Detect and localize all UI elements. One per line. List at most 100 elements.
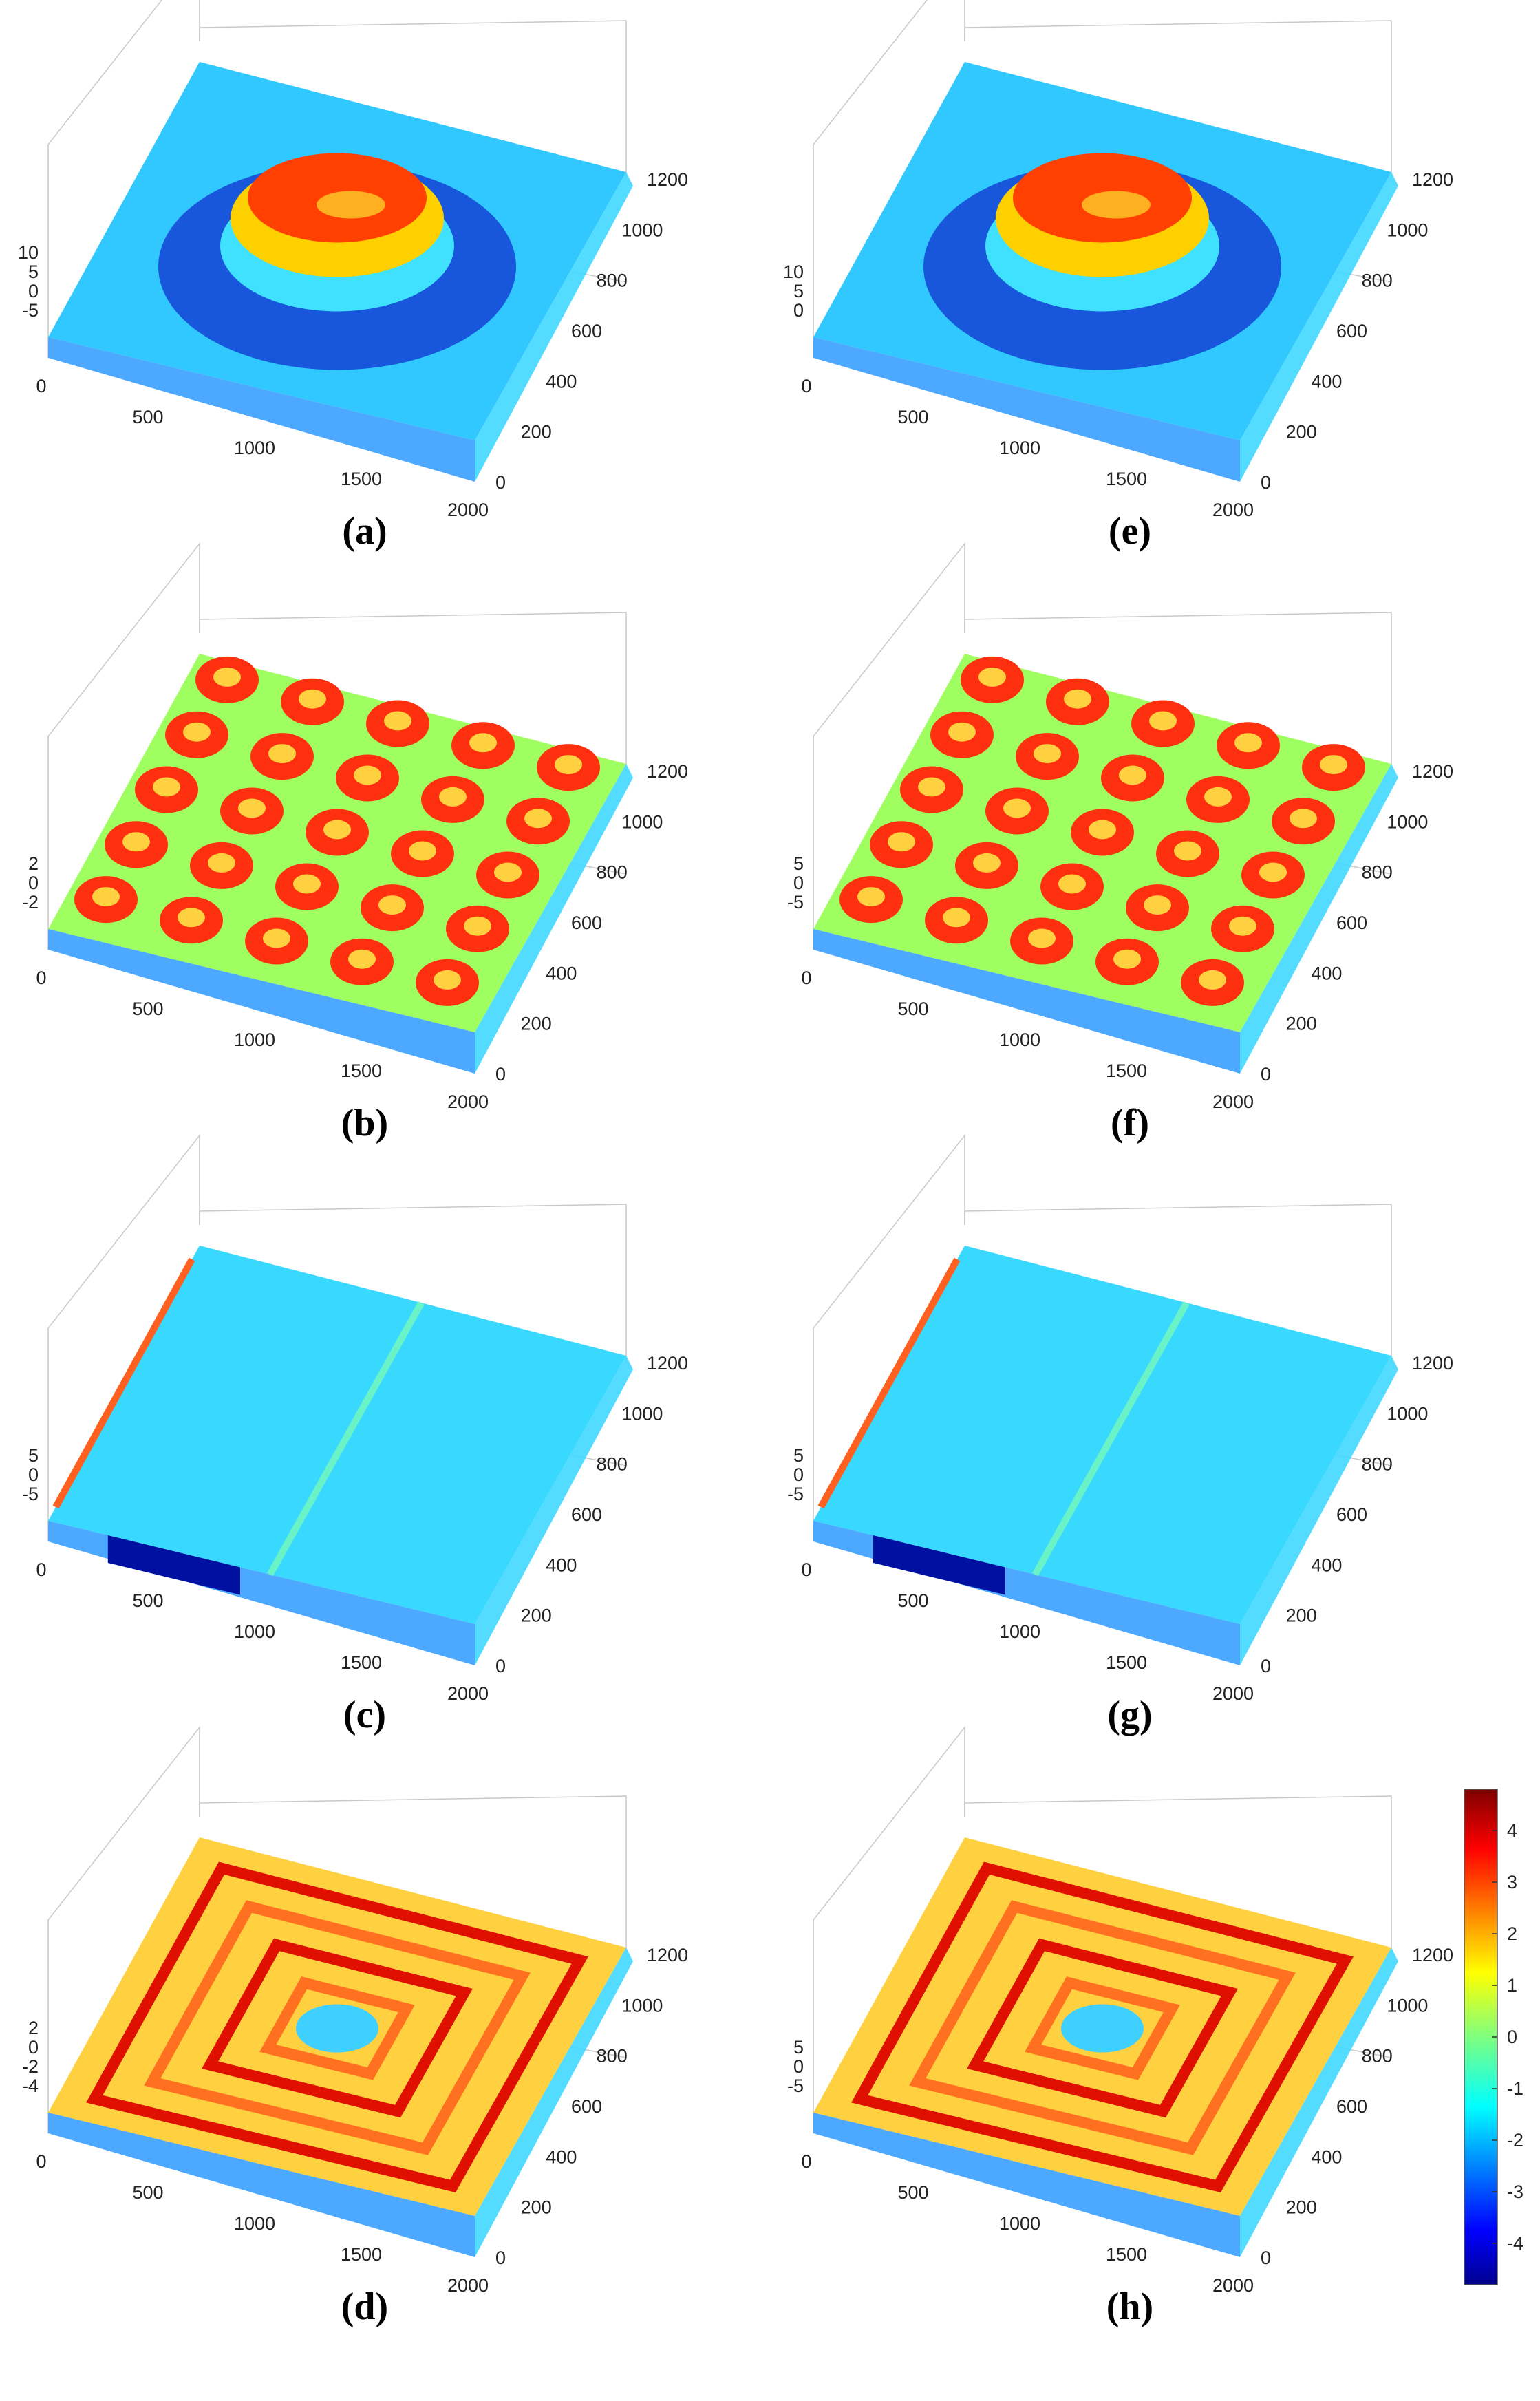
panel-e: 1050050010001500200002004006008001000120… [783, 0, 1453, 553]
grid-bump-center [208, 853, 235, 873]
back-wall-right [964, 1795, 1392, 1954]
grid-bump-center [92, 887, 120, 907]
colorbar-tick-label: -2 [1507, 2130, 1523, 2151]
y-tick: 800 [1362, 2046, 1393, 2067]
grid-bump-center [268, 744, 296, 764]
x-tick: 1500 [1106, 2244, 1147, 2265]
ring [1025, 1976, 1180, 2080]
y-tick: 600 [571, 321, 602, 341]
grid-bump-center [354, 765, 381, 785]
y-tick: 800 [1362, 270, 1393, 291]
z-tick: 5 [28, 262, 39, 282]
surface-side-b [475, 764, 633, 1074]
grid-bump-center [1003, 798, 1031, 818]
y-tick: 200 [521, 422, 552, 442]
y-tick: 400 [1311, 963, 1342, 983]
z-tick: -2 [22, 2056, 39, 2077]
grid-bump-center [323, 820, 351, 840]
y-tick: 200 [1286, 2197, 1317, 2218]
x-tick: 1000 [999, 1029, 1040, 1050]
y-tick: 0 [495, 1656, 506, 1676]
grid-bump-center [1028, 928, 1056, 948]
x-tick: 2000 [447, 2275, 489, 2296]
grid-bump-center [1058, 874, 1086, 894]
x-tick: 0 [801, 2151, 811, 2172]
x-tick: 500 [132, 2182, 163, 2203]
back-wall-left [813, 542, 965, 950]
y-tick: 400 [546, 1555, 577, 1575]
panel-g: 50-5050010001500200002004006008001000120… [787, 1133, 1453, 1736]
y-tick: 1000 [621, 811, 663, 832]
grid-bump-center [238, 798, 266, 818]
y-tick: 200 [1286, 422, 1317, 442]
x-tick: 1000 [234, 438, 275, 458]
x-tick: 0 [36, 968, 46, 988]
back-wall-right [199, 1795, 627, 1954]
surface-g [813, 1246, 1391, 1624]
z-tick: 5 [28, 1445, 39, 1466]
y-tick: 800 [597, 2046, 628, 2067]
y-tick: 1000 [1387, 1403, 1428, 1424]
surface-side-e [1240, 172, 1398, 482]
grid-bump-center [1234, 733, 1262, 753]
grid-bump-center [183, 722, 211, 742]
x-tick: 1500 [341, 1060, 382, 1081]
z-tick: -5 [22, 1484, 39, 1504]
z-tick: -5 [787, 1484, 804, 1504]
surface-front-d [48, 2113, 475, 2257]
grid-bump-center [978, 667, 1006, 687]
z-tick: -4 [22, 2075, 39, 2096]
panel-label-d: (d) [341, 2285, 388, 2328]
ring-center [1061, 2004, 1144, 2053]
ring [86, 1861, 588, 2192]
z-tick: -5 [22, 300, 39, 321]
y-tick: 800 [1362, 1454, 1393, 1475]
y-tick: 1200 [1412, 1353, 1453, 1374]
x-tick: 1500 [341, 1652, 382, 1673]
back-wall-right [964, 612, 1392, 771]
panel-label-c: (c) [343, 1694, 386, 1736]
grid-bump-center [439, 787, 467, 807]
y-tick: 600 [1336, 321, 1367, 341]
grid-bump-center [1089, 820, 1116, 840]
grid-bump-center [293, 874, 321, 894]
y-tick: 200 [1286, 1014, 1317, 1034]
back-wall-right [199, 612, 627, 771]
panels-layer: 1050-50500100015002000020040060080010001… [18, 0, 1453, 2328]
y-tick: 200 [521, 1014, 552, 1034]
z-tick: 10 [783, 262, 804, 282]
surface-front-h [813, 2113, 1240, 2257]
grid-bump-center [1064, 689, 1091, 709]
x-tick: 1000 [999, 2213, 1040, 2234]
colorbar-tick-label: 3 [1507, 1872, 1517, 1892]
y-tick: 800 [597, 1454, 628, 1475]
grid-bump-center [888, 832, 915, 852]
y-tick: 0 [495, 472, 506, 493]
surface-side-a [475, 172, 633, 482]
y-tick: 400 [546, 963, 577, 983]
grid-bump-center [1144, 895, 1171, 915]
z-tick: 0 [28, 281, 39, 301]
grid-bump-center [973, 853, 1001, 873]
y-tick: 1200 [647, 761, 688, 782]
ring [259, 1976, 415, 2080]
z-tick: 5 [793, 853, 804, 874]
z-tick: 0 [793, 300, 804, 321]
grid-bump-center [1034, 744, 1061, 764]
y-tick: 0 [1261, 2248, 1271, 2268]
x-tick: 1500 [341, 469, 382, 489]
y-tick: 0 [495, 2248, 506, 2268]
x-tick: 2000 [447, 500, 489, 520]
y-tick: 0 [1261, 472, 1271, 493]
y-tick: 600 [1336, 1504, 1367, 1525]
surface-side-f [1240, 764, 1398, 1074]
z-tick: 5 [793, 1445, 804, 1466]
x-tick: 1000 [999, 1621, 1040, 1642]
z-tick: 5 [793, 2037, 804, 2058]
back-wall-right [199, 20, 627, 179]
y-tick: 1000 [621, 1403, 663, 1424]
step-drop [873, 1535, 1005, 1595]
grid-bump-center [948, 722, 976, 742]
back-wall-right [199, 1204, 627, 1363]
